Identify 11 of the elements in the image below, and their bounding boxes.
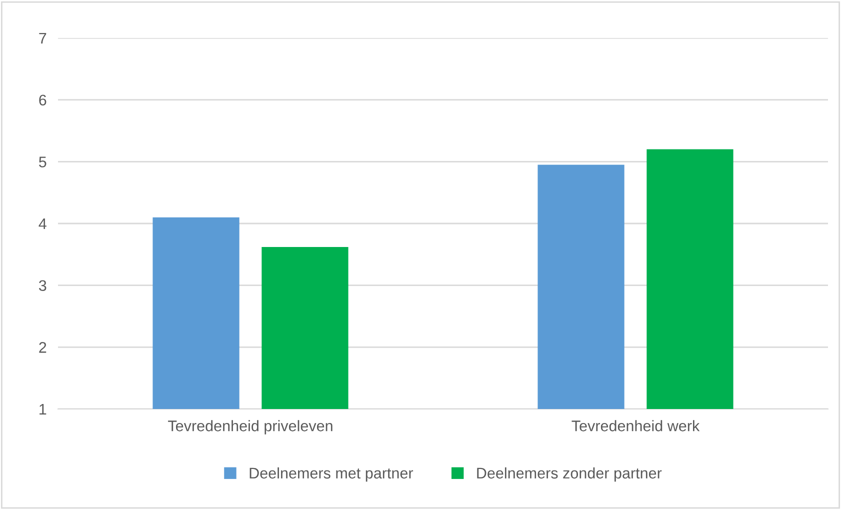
y-tick-label: 1 <box>40 404 46 415</box>
y-tick-label: 3 <box>38 280 46 292</box>
y-tick-label: 5 <box>39 156 46 168</box>
y-tick-label: 2 <box>39 342 46 353</box>
x-tick-label: Tevredenheid priveleven <box>168 420 332 434</box>
y-tick-label: 6 <box>39 94 46 106</box>
y-tick-label: 4 <box>38 218 46 230</box>
legend-label: Deelnemers met partner <box>250 467 414 482</box>
y-tick-label: 7 <box>39 33 46 44</box>
legend-label: Deelnemers zonder partner <box>477 467 662 482</box>
x-tick-label: Tevredenheid werk <box>572 420 700 432</box>
